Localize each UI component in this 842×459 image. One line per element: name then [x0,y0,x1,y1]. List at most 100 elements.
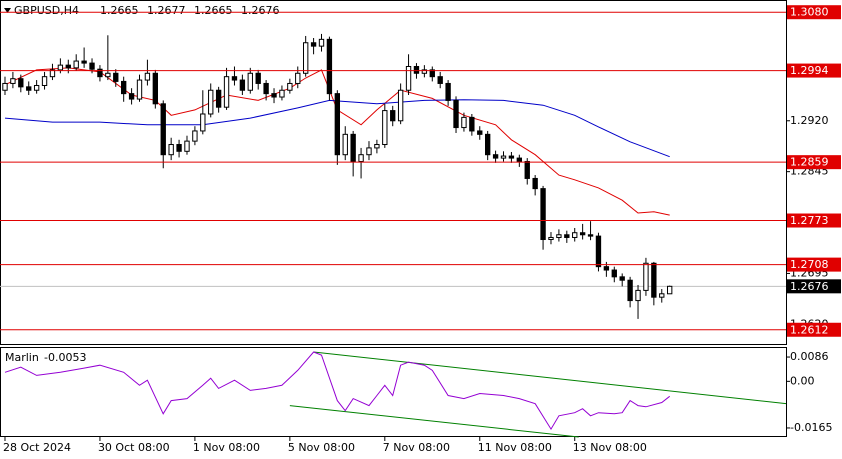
level-label: 1.2994 [790,64,829,77]
moving-average [4,67,670,216]
y-tick-label: -0.0165 [790,421,832,434]
candle-body [184,140,190,152]
candle-body [2,82,8,91]
candle-body [105,72,111,78]
candle-body [421,69,428,74]
level-box [787,213,841,228]
candle-body [176,144,182,152]
indicator-value: -0.0053 [44,351,86,364]
price-box [787,279,841,294]
candle-body [279,89,285,98]
candle-body [303,42,309,74]
x-tick-label: 7 Nov 08:00 [383,441,450,454]
candle-body [113,72,119,82]
candle-body [26,86,32,91]
candle-body [477,130,483,135]
candle-body [152,72,159,105]
candle-body [121,80,127,95]
candle-body [366,147,372,156]
moving-average [4,99,670,158]
candle-body [168,144,174,156]
level-box [787,5,841,20]
candle-body [65,64,71,69]
candle-body [579,232,586,236]
candle-body [350,133,356,162]
level-label: 1.2859 [790,156,829,169]
candle-body [516,157,523,162]
candle-body [358,154,364,162]
level-label: 1.2773 [790,214,829,227]
x-tick-label: 30 Oct 08:00 [98,441,170,454]
price-label: 1.2676 [790,280,829,293]
candle-body [461,116,467,129]
candle-body [144,72,151,81]
candle-body [595,235,602,268]
level-label: 1.3080 [790,6,829,19]
x-tick-label: 11 Nov 08:00 [478,441,552,454]
y-tick-label: 0.00 [790,374,815,387]
candle-body [374,144,380,149]
trend-line [313,351,787,405]
candle-body [413,65,420,74]
ohlc-value: 1.2665 [100,4,139,17]
candle-body [310,42,317,47]
candle-body [635,289,641,302]
candle-body [564,234,570,238]
candle-body [192,130,198,142]
candle-body [231,76,238,81]
ohlc-value: 1.2676 [241,4,280,17]
trend-line [289,405,579,438]
indicator-title: Marlin [5,351,39,364]
indicator-line [4,351,671,431]
candle-body [532,177,538,190]
candle-body [627,279,633,302]
x-tick-label: 5 Nov 08:00 [288,441,355,454]
menu-arrow[interactable] [4,8,11,13]
candle-body [342,133,348,156]
candle-body [136,79,143,100]
level-box [787,63,841,78]
x-tick-label: 13 Nov 08:00 [573,441,647,454]
candle-body [619,276,625,281]
candle-body [287,82,293,91]
candle-body [247,72,253,91]
ohlc-value: 1.2677 [147,4,186,17]
candle-body [160,103,166,156]
candle-body [200,113,206,132]
y-tick-label: 1.2920 [790,114,829,127]
candle-body [540,188,546,241]
candle-body [208,89,214,115]
candle-body [667,285,673,295]
candle-body [295,72,301,84]
candle-body [445,82,451,101]
level-box [787,322,841,337]
candle-body [659,293,665,298]
candle-body [651,262,657,298]
candle-body [97,68,103,78]
candle-body [492,154,499,159]
candle-body [382,110,388,146]
ohlc-value: 1.2665 [194,4,233,17]
x-tick-label: 1 Nov 08:00 [193,441,260,454]
candle-body [89,62,95,70]
candle-body [318,38,325,47]
level-label: 1.2708 [790,258,829,271]
candle-body [405,65,412,91]
candle-body [587,234,594,237]
level-box [787,257,841,272]
candle-body [572,232,578,238]
candle-body [453,99,459,129]
candle-body [556,234,562,238]
candle-body [334,93,341,156]
candle-body [603,266,610,271]
y-tick-label: 0.0086 [790,350,829,363]
candle-body [469,116,475,132]
candle-body [49,69,56,78]
candle-body [643,262,649,291]
candle-body [611,269,617,278]
level-label: 1.2612 [790,323,829,336]
candle-body [18,78,24,88]
candle-body [437,76,443,84]
candle-body [485,133,491,156]
